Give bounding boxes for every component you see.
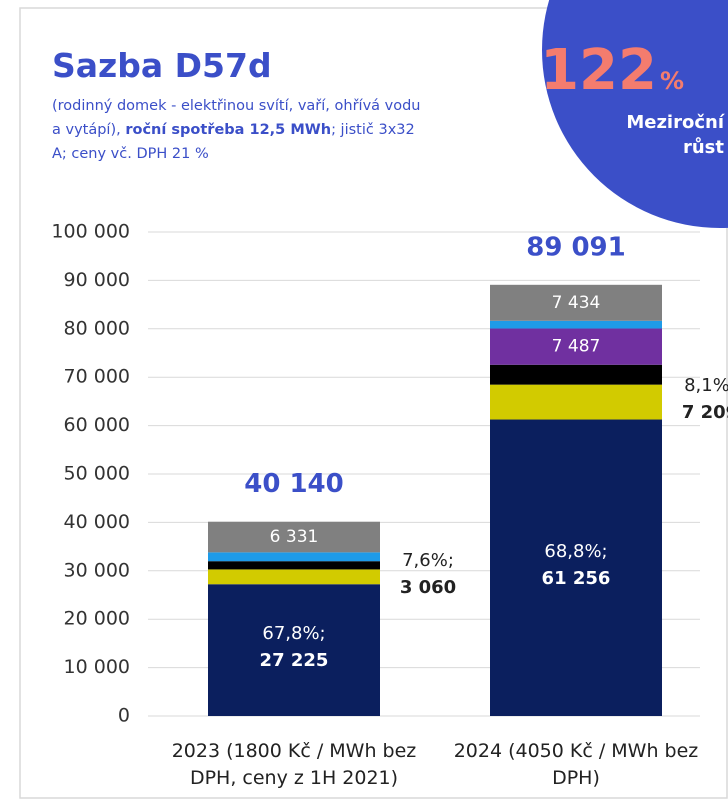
badge-unit: % <box>660 67 684 95</box>
badge-text: Meziroční <box>626 112 724 133</box>
y-tick-label: 30 000 <box>64 559 130 581</box>
share-label: 68,8%; <box>544 541 607 562</box>
y-tick-label: 100 000 <box>51 221 130 243</box>
x-tick-label: 2023 (1800 Kč / MWh bez DPH, ceny z 1H 2… <box>171 740 417 789</box>
value-label: 6 331 <box>270 527 319 547</box>
y-tick-label: 90 000 <box>64 269 130 291</box>
value-label: 7 209 <box>682 402 728 423</box>
y-tick-label: 10 000 <box>64 656 130 678</box>
y-tick-label: 80 000 <box>64 317 130 339</box>
bar-segment <box>490 364 662 385</box>
y-tick-label: 40 000 <box>64 511 130 533</box>
value-label: 7 487 <box>552 337 601 357</box>
value-label: 7 434 <box>552 293 601 313</box>
value-label: 3 060 <box>400 577 456 598</box>
bar-segment <box>490 328 662 365</box>
y-tick-label: 0 <box>118 705 130 727</box>
x-tick-label: 2024 (4050 Kč / MWh bez DPH) <box>453 740 699 789</box>
bar-segment <box>208 584 380 716</box>
share-label: 8,1%; <box>684 375 728 396</box>
share-label: 7,6%; <box>402 550 454 571</box>
subtitle-text: (rodinný domek - elektřinou svítí, vaří,… <box>52 98 421 138</box>
y-tick-label: 50 000 <box>64 463 130 485</box>
bar-segment <box>208 552 380 562</box>
y-tick-label: 60 000 <box>64 414 130 436</box>
value-label: 61 256 <box>542 568 611 589</box>
bar-segment <box>490 320 662 329</box>
total-label: 40 140 <box>244 469 344 499</box>
card-border <box>19 7 728 799</box>
bar-segment <box>490 419 662 716</box>
y-tick-label: 20 000 <box>64 608 130 630</box>
chart-title: Sazba D57d <box>52 46 272 85</box>
subtitle-bold: roční spotřeba 12,5 MWh <box>125 122 332 138</box>
badge-circle <box>542 0 728 228</box>
subtitle-text: ; jistič 3x32 A; ceny vč. DPH 21 % <box>52 122 415 162</box>
y-tick-label: 70 000 <box>64 366 130 388</box>
bar-segment <box>208 569 380 585</box>
value-label: 27 225 <box>260 650 329 671</box>
chart-subtitle: (rodinný domek - elektřinou svítí, vaří,… <box>52 94 424 166</box>
bar-segment <box>208 521 380 553</box>
badge-text: růst <box>683 136 724 158</box>
bar-segment <box>208 561 380 570</box>
badge-value: 122 <box>540 38 657 103</box>
total-label: 89 091 <box>526 232 626 262</box>
bar-segment <box>490 284 662 321</box>
share-label: 67,8%; <box>262 623 325 644</box>
bar-segment <box>490 384 662 420</box>
